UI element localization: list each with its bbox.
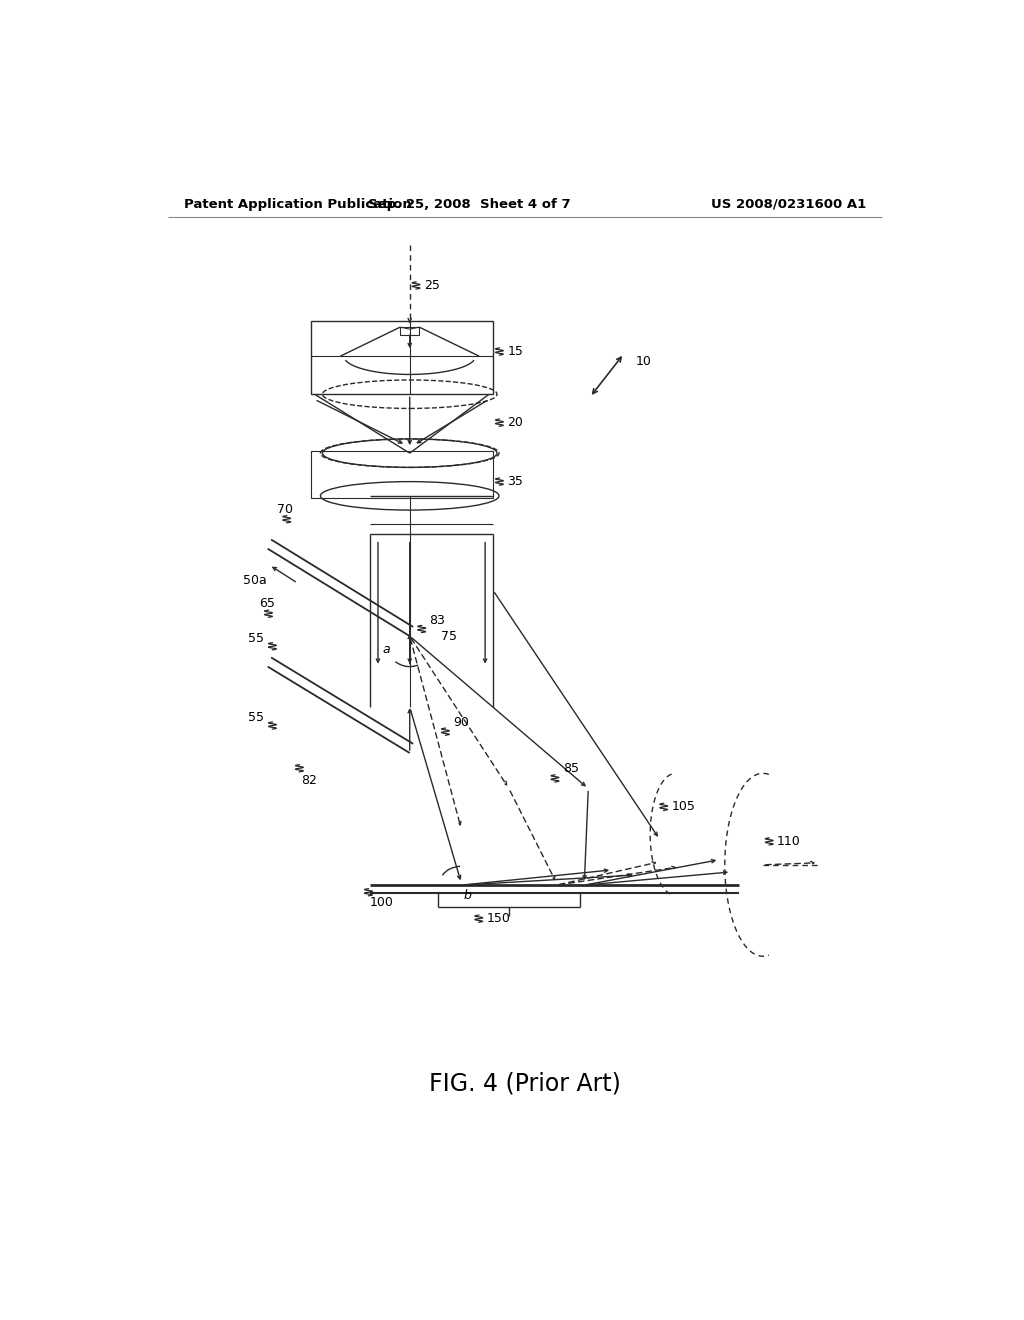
Text: b: b [464,888,472,902]
Text: Sep. 25, 2008  Sheet 4 of 7: Sep. 25, 2008 Sheet 4 of 7 [368,198,570,211]
Text: 75: 75 [441,630,458,643]
Text: 20: 20 [507,416,523,429]
Text: 150: 150 [486,912,511,925]
Text: 35: 35 [507,475,523,488]
Bar [310,451,494,498]
Text: 82: 82 [301,774,316,787]
Text: a: a [382,643,390,656]
Text: 90: 90 [454,715,469,729]
Text: 55: 55 [249,632,264,644]
Text: 10: 10 [636,355,652,368]
Text: 83: 83 [430,614,445,627]
Text: 50a: 50a [243,574,267,586]
Text: 105: 105 [672,800,695,813]
Text: 55: 55 [249,711,264,723]
Text: US 2008/0231600 A1: US 2008/0231600 A1 [711,198,866,211]
Text: Patent Application Publication: Patent Application Publication [183,198,412,211]
Text: 25: 25 [424,279,440,292]
Text: 65: 65 [259,597,274,610]
Text: 100: 100 [370,896,394,909]
Bar [310,321,494,395]
Text: FIG. 4 (Prior Art): FIG. 4 (Prior Art) [429,1072,621,1096]
Text: 70: 70 [278,503,293,516]
Text: 85: 85 [563,762,579,775]
Text: 110: 110 [777,836,801,847]
Text: 15: 15 [507,345,523,358]
Bar [400,327,419,335]
